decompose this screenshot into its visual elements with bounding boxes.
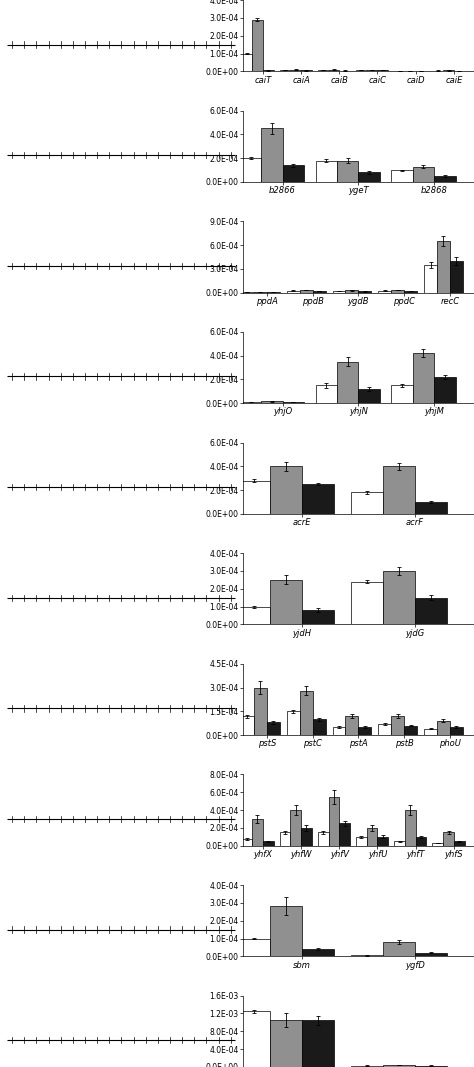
Bar: [383, 942, 415, 956]
Bar: [267, 722, 280, 735]
Bar: [318, 832, 328, 846]
Bar: [302, 1020, 334, 1067]
Bar: [392, 170, 413, 182]
Bar: [358, 291, 371, 292]
Bar: [337, 362, 358, 403]
Bar: [339, 824, 350, 846]
Bar: [287, 290, 300, 292]
Bar: [454, 841, 465, 846]
Bar: [316, 161, 337, 182]
Bar: [405, 810, 416, 846]
Bar: [263, 70, 273, 71]
Bar: [346, 716, 358, 735]
Bar: [238, 480, 270, 514]
Bar: [450, 261, 463, 292]
Bar: [301, 828, 312, 846]
Bar: [328, 797, 339, 846]
Bar: [391, 290, 404, 292]
Bar: [358, 728, 371, 735]
Bar: [415, 953, 447, 956]
Bar: [333, 291, 346, 292]
Bar: [415, 501, 447, 514]
Bar: [356, 70, 367, 71]
Bar: [392, 385, 413, 403]
Bar: [383, 571, 415, 624]
Bar: [415, 1066, 447, 1067]
Bar: [241, 716, 254, 735]
Bar: [367, 828, 377, 846]
Bar: [318, 70, 328, 71]
Bar: [413, 353, 434, 403]
Bar: [434, 176, 456, 182]
Bar: [415, 598, 447, 624]
Bar: [413, 166, 434, 182]
Bar: [424, 729, 437, 735]
Bar: [424, 265, 437, 292]
Bar: [238, 939, 270, 956]
Bar: [252, 19, 263, 71]
Bar: [328, 69, 339, 71]
Bar: [367, 69, 377, 71]
Bar: [280, 70, 290, 71]
Bar: [300, 690, 313, 735]
Bar: [261, 401, 283, 403]
Bar: [394, 841, 405, 846]
Bar: [378, 724, 391, 735]
Bar: [337, 161, 358, 182]
Bar: [313, 291, 326, 292]
Bar: [358, 173, 380, 182]
Bar: [302, 484, 334, 514]
Bar: [300, 290, 313, 292]
Bar: [404, 726, 417, 735]
Bar: [450, 728, 463, 735]
Bar: [238, 1012, 270, 1067]
Bar: [283, 165, 304, 182]
Bar: [356, 837, 367, 846]
Bar: [252, 819, 263, 846]
Bar: [383, 466, 415, 514]
Bar: [241, 53, 252, 71]
Bar: [263, 841, 273, 846]
Bar: [270, 466, 302, 514]
Bar: [270, 906, 302, 956]
Bar: [261, 128, 283, 182]
Bar: [351, 493, 383, 514]
Bar: [254, 687, 267, 735]
Bar: [383, 1065, 415, 1067]
Bar: [391, 716, 404, 735]
Bar: [290, 69, 301, 71]
Bar: [240, 402, 261, 403]
Bar: [280, 832, 290, 846]
Bar: [432, 843, 443, 846]
Bar: [437, 241, 450, 292]
Bar: [377, 70, 388, 71]
Bar: [346, 290, 358, 292]
Bar: [240, 158, 261, 182]
Bar: [358, 389, 380, 403]
Bar: [302, 610, 334, 624]
Bar: [302, 950, 334, 956]
Bar: [404, 291, 417, 292]
Bar: [443, 832, 454, 846]
Bar: [378, 290, 391, 292]
Bar: [287, 712, 300, 735]
Bar: [283, 402, 304, 403]
Bar: [416, 837, 427, 846]
Bar: [437, 721, 450, 735]
Bar: [351, 1066, 383, 1067]
Bar: [316, 385, 337, 403]
Bar: [270, 579, 302, 624]
Bar: [351, 582, 383, 624]
Bar: [241, 839, 252, 846]
Bar: [270, 1020, 302, 1067]
Bar: [434, 377, 456, 403]
Bar: [333, 728, 346, 735]
Bar: [313, 719, 326, 735]
Bar: [377, 837, 388, 846]
Bar: [238, 607, 270, 624]
Bar: [290, 810, 301, 846]
